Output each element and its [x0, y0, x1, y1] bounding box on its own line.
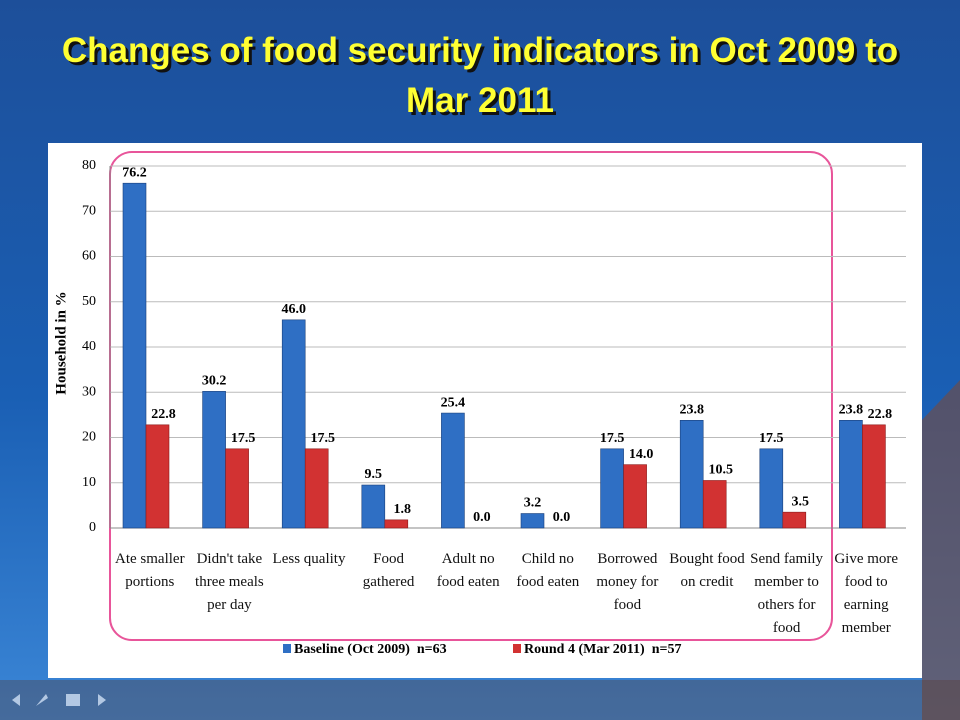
y-tick-label: 50	[82, 294, 96, 309]
chart: Household in % 0 10 20 30 40 50 60 70 80 76.2 22.8…	[53, 151, 906, 657]
data-label: 17.5	[231, 431, 256, 446]
data-label: 17.5	[759, 431, 784, 446]
x-tick-label: Less quality	[272, 551, 346, 567]
legend-label: Round 4 (Mar 2011) n=57	[524, 642, 681, 657]
photo-edge	[922, 380, 960, 720]
photo-strip	[0, 680, 960, 720]
x-tick-label: Adult no food eaten	[436, 551, 500, 590]
bar	[225, 448, 249, 529]
data-label: 1.8	[394, 502, 412, 517]
y-tick-label: 70	[82, 203, 96, 218]
y-axis-label: Household in %	[53, 291, 69, 394]
data-label: 76.2	[122, 165, 147, 180]
x-tick-label: Food gathered	[362, 551, 415, 590]
bar	[441, 412, 465, 529]
x-tick-label: Child no food eaten	[516, 551, 580, 590]
x-tick-label: Bought food on credit	[669, 551, 745, 590]
bar	[304, 448, 329, 529]
data-label: 22.8	[151, 407, 176, 422]
bar	[145, 424, 170, 529]
x-tick-label: Give more food to earning member	[834, 551, 899, 636]
y-tick-label: 40	[82, 339, 96, 354]
data-label: 14.0	[629, 447, 654, 462]
bar	[281, 319, 306, 529]
data-label: 30.2	[202, 374, 227, 389]
y-tick-label: 0	[89, 520, 96, 535]
data-label: 23.8	[839, 403, 864, 418]
bar	[520, 513, 545, 529]
data-label: 0.0	[473, 510, 491, 525]
bar	[600, 448, 624, 529]
data-label: 23.8	[679, 403, 704, 418]
data-label: 10.5	[708, 463, 733, 478]
x-tick-label: Borrowed money for food	[596, 551, 659, 613]
bar	[782, 511, 807, 529]
y-tick-label: 30	[82, 384, 96, 399]
data-label: 17.5	[310, 431, 335, 446]
bar	[702, 480, 727, 529]
y-tick-label: 80	[82, 158, 96, 173]
y-tick-label: 60	[82, 249, 96, 264]
data-label: 46.0	[281, 302, 306, 317]
x-tick-label: Didn't take three meals per day	[195, 551, 264, 613]
bar	[862, 424, 886, 529]
y-tick-label: 20	[82, 430, 96, 445]
bar	[839, 420, 863, 529]
bar	[384, 519, 409, 529]
data-label: 3.2	[524, 496, 542, 511]
legend-label: Baseline (Oct 2009) n=63	[294, 642, 447, 657]
legend-swatch	[283, 644, 291, 653]
chart-title: Changes of food security indicators in O…	[61, 31, 899, 120]
bar	[623, 464, 647, 529]
data-label: 22.8	[868, 407, 893, 422]
chart-area: Household in % 0 10 20 30 40 50 60 70 80 76.2 22.8…	[48, 143, 922, 678]
bar	[361, 484, 386, 529]
y-tick-label: 10	[82, 475, 96, 490]
data-label: 25.4	[441, 395, 466, 410]
bar	[679, 420, 704, 529]
bar	[122, 182, 147, 529]
data-label: 0.0	[553, 510, 571, 525]
x-tick-label: Ate smaller portions	[115, 551, 185, 590]
data-label: 9.5	[365, 467, 383, 482]
data-label: 17.5	[600, 431, 625, 446]
data-label: 3.5	[792, 494, 810, 509]
bar	[759, 448, 784, 529]
nav-icons	[12, 694, 106, 706]
legend-swatch	[513, 644, 521, 653]
x-tick-label: Send family member to others for food	[750, 551, 824, 636]
bar	[202, 391, 226, 529]
